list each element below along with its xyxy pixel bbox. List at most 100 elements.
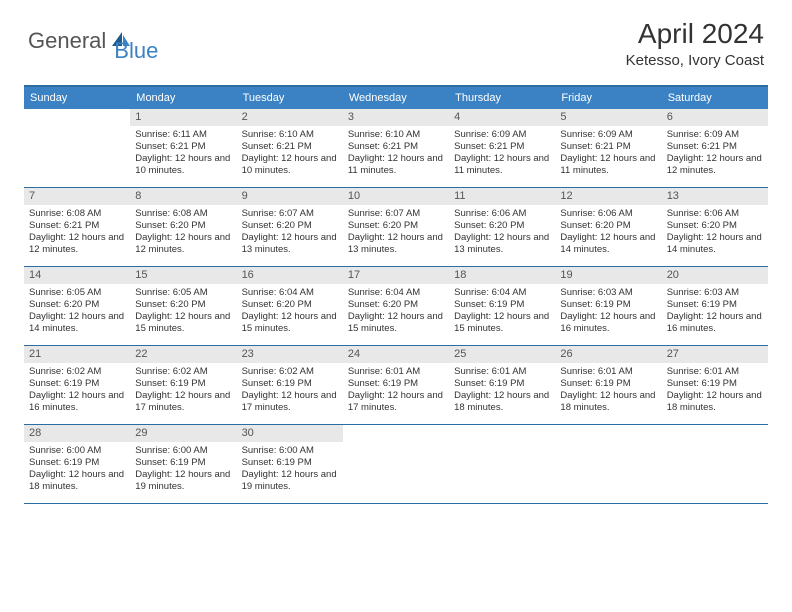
- week-row: 1Sunrise: 6:11 AMSunset: 6:21 PMDaylight…: [24, 109, 768, 188]
- day-cell: 25Sunrise: 6:01 AMSunset: 6:19 PMDayligh…: [449, 346, 555, 424]
- day-header-sat: Saturday: [662, 87, 768, 109]
- daylight-text: Daylight: 12 hours and 17 minutes.: [242, 390, 338, 414]
- daylight-text: Daylight: 12 hours and 12 minutes.: [29, 232, 125, 256]
- day-cell: 24Sunrise: 6:01 AMSunset: 6:19 PMDayligh…: [343, 346, 449, 424]
- day-body: Sunrise: 6:06 AMSunset: 6:20 PMDaylight:…: [662, 205, 768, 260]
- sunrise-text: Sunrise: 6:10 AM: [348, 129, 444, 141]
- day-number: 3: [343, 109, 449, 126]
- day-cell: 7Sunrise: 6:08 AMSunset: 6:21 PMDaylight…: [24, 188, 130, 266]
- sunrise-text: Sunrise: 6:10 AM: [242, 129, 338, 141]
- sunset-text: Sunset: 6:20 PM: [560, 220, 656, 232]
- sunrise-text: Sunrise: 6:09 AM: [560, 129, 656, 141]
- day-number: 9: [237, 188, 343, 205]
- day-number: 27: [662, 346, 768, 363]
- day-header-thu: Thursday: [449, 87, 555, 109]
- daylight-text: Daylight: 12 hours and 13 minutes.: [348, 232, 444, 256]
- daylight-text: Daylight: 12 hours and 11 minutes.: [560, 153, 656, 177]
- month-title: April 2024: [626, 18, 764, 50]
- sunset-text: Sunset: 6:20 PM: [454, 220, 550, 232]
- sunrise-text: Sunrise: 6:11 AM: [135, 129, 231, 141]
- day-cell: 1Sunrise: 6:11 AMSunset: 6:21 PMDaylight…: [130, 109, 236, 187]
- day-cell: 29Sunrise: 6:00 AMSunset: 6:19 PMDayligh…: [130, 425, 236, 503]
- sunset-text: Sunset: 6:19 PM: [242, 457, 338, 469]
- daylight-text: Daylight: 12 hours and 12 minutes.: [135, 232, 231, 256]
- day-number: 19: [555, 267, 661, 284]
- logo-text-general: General: [28, 28, 106, 54]
- day-cell: 28Sunrise: 6:00 AMSunset: 6:19 PMDayligh…: [24, 425, 130, 503]
- daylight-text: Daylight: 12 hours and 19 minutes.: [242, 469, 338, 493]
- day-number: 20: [662, 267, 768, 284]
- location-text: Ketesso, Ivory Coast: [626, 52, 764, 69]
- day-cell: 27Sunrise: 6:01 AMSunset: 6:19 PMDayligh…: [662, 346, 768, 424]
- day-number: 7: [24, 188, 130, 205]
- day-body: Sunrise: 6:00 AMSunset: 6:19 PMDaylight:…: [24, 442, 130, 497]
- day-number: 24: [343, 346, 449, 363]
- day-cell: 9Sunrise: 6:07 AMSunset: 6:20 PMDaylight…: [237, 188, 343, 266]
- sunrise-text: Sunrise: 6:08 AM: [135, 208, 231, 220]
- sunrise-text: Sunrise: 6:05 AM: [135, 287, 231, 299]
- sunset-text: Sunset: 6:21 PM: [454, 141, 550, 153]
- day-header-fri: Friday: [555, 87, 661, 109]
- day-body: Sunrise: 6:02 AMSunset: 6:19 PMDaylight:…: [237, 363, 343, 418]
- day-cell: 4Sunrise: 6:09 AMSunset: 6:21 PMDaylight…: [449, 109, 555, 187]
- daylight-text: Daylight: 12 hours and 16 minutes.: [29, 390, 125, 414]
- sunrise-text: Sunrise: 6:07 AM: [348, 208, 444, 220]
- day-body: Sunrise: 6:10 AMSunset: 6:21 PMDaylight:…: [237, 126, 343, 181]
- day-number: 21: [24, 346, 130, 363]
- day-body: Sunrise: 6:07 AMSunset: 6:20 PMDaylight:…: [237, 205, 343, 260]
- day-body: Sunrise: 6:03 AMSunset: 6:19 PMDaylight:…: [555, 284, 661, 339]
- daylight-text: Daylight: 12 hours and 15 minutes.: [454, 311, 550, 335]
- day-number: 28: [24, 425, 130, 442]
- sunset-text: Sunset: 6:20 PM: [135, 220, 231, 232]
- calendar-grid: Sunday Monday Tuesday Wednesday Thursday…: [24, 85, 768, 504]
- day-body: Sunrise: 6:02 AMSunset: 6:19 PMDaylight:…: [130, 363, 236, 418]
- sunrise-text: Sunrise: 6:02 AM: [135, 366, 231, 378]
- day-number: 30: [237, 425, 343, 442]
- sunrise-text: Sunrise: 6:04 AM: [242, 287, 338, 299]
- day-body: Sunrise: 6:02 AMSunset: 6:19 PMDaylight:…: [24, 363, 130, 418]
- sunset-text: Sunset: 6:21 PM: [667, 141, 763, 153]
- daylight-text: Daylight: 12 hours and 10 minutes.: [242, 153, 338, 177]
- day-body: Sunrise: 6:11 AMSunset: 6:21 PMDaylight:…: [130, 126, 236, 181]
- daylight-text: Daylight: 12 hours and 11 minutes.: [454, 153, 550, 177]
- sunset-text: Sunset: 6:20 PM: [348, 220, 444, 232]
- day-number: [555, 425, 661, 442]
- day-number: 5: [555, 109, 661, 126]
- sunrise-text: Sunrise: 6:04 AM: [348, 287, 444, 299]
- day-body: Sunrise: 6:00 AMSunset: 6:19 PMDaylight:…: [130, 442, 236, 497]
- day-body: Sunrise: 6:04 AMSunset: 6:19 PMDaylight:…: [449, 284, 555, 339]
- daylight-text: Daylight: 12 hours and 14 minutes.: [560, 232, 656, 256]
- day-cell: [555, 425, 661, 503]
- sunset-text: Sunset: 6:20 PM: [348, 299, 444, 311]
- sunset-text: Sunset: 6:19 PM: [667, 378, 763, 390]
- day-body: Sunrise: 6:06 AMSunset: 6:20 PMDaylight:…: [555, 205, 661, 260]
- daylight-text: Daylight: 12 hours and 18 minutes.: [29, 469, 125, 493]
- sunset-text: Sunset: 6:19 PM: [29, 378, 125, 390]
- day-number: 11: [449, 188, 555, 205]
- sunrise-text: Sunrise: 6:02 AM: [29, 366, 125, 378]
- day-body: Sunrise: 6:09 AMSunset: 6:21 PMDaylight:…: [449, 126, 555, 181]
- day-body: Sunrise: 6:09 AMSunset: 6:21 PMDaylight:…: [662, 126, 768, 181]
- daylight-text: Daylight: 12 hours and 19 minutes.: [135, 469, 231, 493]
- day-body: Sunrise: 6:01 AMSunset: 6:19 PMDaylight:…: [449, 363, 555, 418]
- week-row: 14Sunrise: 6:05 AMSunset: 6:20 PMDayligh…: [24, 267, 768, 346]
- sunset-text: Sunset: 6:20 PM: [29, 299, 125, 311]
- day-number: [24, 109, 130, 126]
- sunrise-text: Sunrise: 6:00 AM: [242, 445, 338, 457]
- week-row: 21Sunrise: 6:02 AMSunset: 6:19 PMDayligh…: [24, 346, 768, 425]
- logo-text-blue: Blue: [114, 38, 158, 64]
- day-number: 6: [662, 109, 768, 126]
- sunset-text: Sunset: 6:19 PM: [135, 457, 231, 469]
- sunset-text: Sunset: 6:19 PM: [560, 299, 656, 311]
- day-number: 22: [130, 346, 236, 363]
- sunset-text: Sunset: 6:21 PM: [560, 141, 656, 153]
- day-cell: [662, 425, 768, 503]
- day-cell: 16Sunrise: 6:04 AMSunset: 6:20 PMDayligh…: [237, 267, 343, 345]
- day-cell: [24, 109, 130, 187]
- day-number: 8: [130, 188, 236, 205]
- sunrise-text: Sunrise: 6:03 AM: [667, 287, 763, 299]
- day-number: 12: [555, 188, 661, 205]
- day-body: Sunrise: 6:10 AMSunset: 6:21 PMDaylight:…: [343, 126, 449, 181]
- day-body: Sunrise: 6:05 AMSunset: 6:20 PMDaylight:…: [24, 284, 130, 339]
- sunrise-text: Sunrise: 6:05 AM: [29, 287, 125, 299]
